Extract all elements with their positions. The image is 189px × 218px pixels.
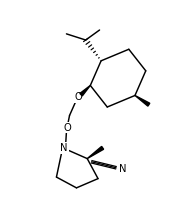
Polygon shape [80, 85, 90, 96]
Text: N: N [119, 164, 126, 174]
Polygon shape [87, 146, 104, 159]
Text: O: O [63, 123, 71, 133]
Text: N: N [60, 143, 68, 153]
Text: O: O [74, 92, 82, 102]
Polygon shape [135, 95, 150, 106]
